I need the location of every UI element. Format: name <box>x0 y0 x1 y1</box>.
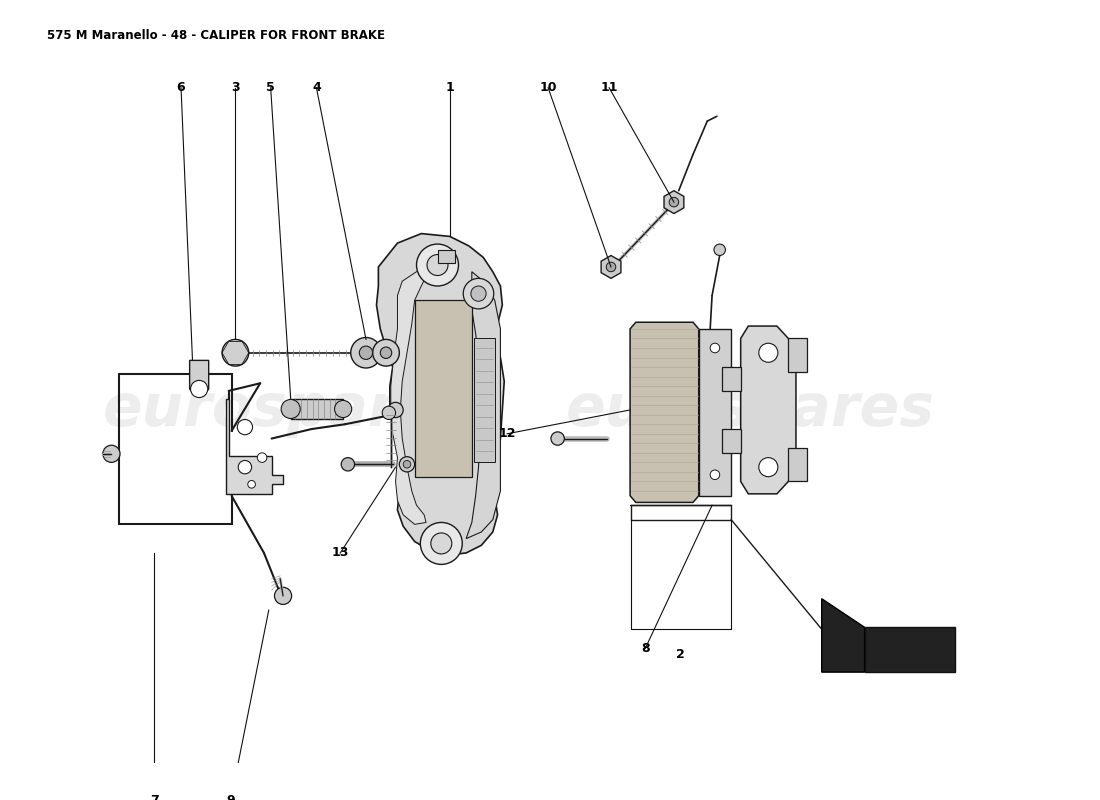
Circle shape <box>399 457 415 472</box>
Circle shape <box>417 244 459 286</box>
Text: 9: 9 <box>227 794 235 800</box>
Bar <box>474 338 495 462</box>
Text: 13: 13 <box>331 546 349 559</box>
Text: 4: 4 <box>312 82 321 94</box>
Polygon shape <box>390 269 426 524</box>
Circle shape <box>669 198 679 207</box>
Bar <box>789 338 807 372</box>
Bar <box>789 448 807 482</box>
Bar <box>438 250 454 263</box>
Circle shape <box>759 343 778 362</box>
Polygon shape <box>226 398 283 494</box>
Circle shape <box>471 286 486 302</box>
Bar <box>290 398 343 419</box>
Circle shape <box>222 339 249 366</box>
Circle shape <box>248 481 255 488</box>
Circle shape <box>190 380 208 398</box>
Text: 3: 3 <box>231 82 240 94</box>
Text: 12: 12 <box>498 427 516 440</box>
Circle shape <box>711 470 719 479</box>
Polygon shape <box>466 272 500 538</box>
Text: 5: 5 <box>266 82 275 94</box>
Circle shape <box>427 254 448 275</box>
Text: 7: 7 <box>150 794 158 800</box>
Text: 575 M Maranello - 48 - CALIPER FOR FRONT BRAKE: 575 M Maranello - 48 - CALIPER FOR FRONT… <box>46 29 385 42</box>
Circle shape <box>282 399 300 418</box>
Circle shape <box>373 339 399 366</box>
Text: 1: 1 <box>446 82 454 94</box>
Circle shape <box>714 244 725 255</box>
Bar <box>415 300 472 477</box>
Polygon shape <box>740 326 796 494</box>
Circle shape <box>388 402 404 418</box>
Circle shape <box>404 461 410 468</box>
Polygon shape <box>601 255 620 278</box>
Circle shape <box>606 262 616 272</box>
Polygon shape <box>630 322 698 502</box>
Polygon shape <box>822 598 865 672</box>
Circle shape <box>257 453 267 462</box>
Circle shape <box>420 522 462 564</box>
Bar <box>722 429 740 453</box>
Circle shape <box>103 446 120 462</box>
Circle shape <box>381 347 392 358</box>
Text: 6: 6 <box>177 82 186 94</box>
Circle shape <box>463 278 494 309</box>
Circle shape <box>431 533 452 554</box>
Bar <box>722 367 740 391</box>
Circle shape <box>360 346 373 359</box>
Text: eurospares: eurospares <box>565 382 935 438</box>
Bar <box>865 627 955 672</box>
Text: 2: 2 <box>676 648 685 662</box>
Text: eurospares: eurospares <box>103 382 472 438</box>
Circle shape <box>351 338 382 368</box>
Polygon shape <box>664 190 684 214</box>
Circle shape <box>341 458 354 471</box>
Polygon shape <box>189 360 209 396</box>
Circle shape <box>711 343 719 353</box>
Polygon shape <box>698 329 732 496</box>
Circle shape <box>382 406 396 419</box>
Circle shape <box>239 461 252 474</box>
Text: 8: 8 <box>641 642 650 654</box>
Polygon shape <box>376 234 504 555</box>
Circle shape <box>551 432 564 446</box>
Circle shape <box>275 587 292 605</box>
Circle shape <box>238 419 253 434</box>
Text: 11: 11 <box>601 82 618 94</box>
Circle shape <box>334 401 352 418</box>
Text: 10: 10 <box>539 82 557 94</box>
Circle shape <box>759 458 778 477</box>
